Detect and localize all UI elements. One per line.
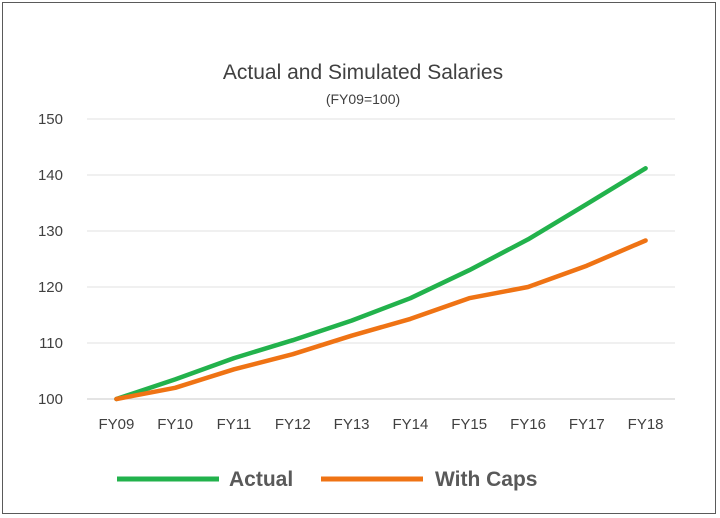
x-tick-label: FY17 (569, 416, 605, 433)
series-line-actual (114, 166, 648, 402)
y-tick-label: 140 (38, 167, 63, 184)
gridlines (87, 118, 675, 400)
legend-label: With Caps (435, 468, 537, 491)
y-tick-label: 150 (38, 111, 63, 128)
x-tick-label: FY18 (628, 416, 664, 433)
x-tick-label: FY11 (217, 416, 252, 433)
x-tick-label: FY10 (157, 416, 193, 433)
y-tick-label: 110 (39, 335, 63, 352)
legend: Actual With Caps (117, 468, 537, 491)
x-tick-label: FY12 (275, 416, 311, 433)
y-tick-label: 100 (38, 391, 63, 408)
series-line-with-caps (114, 238, 648, 402)
legend-label: Actual (229, 468, 293, 491)
series-lines (114, 166, 648, 402)
y-tick-label: 130 (38, 223, 63, 240)
x-tick-label: FY14 (392, 416, 428, 433)
x-tick-label: FY15 (451, 416, 487, 433)
y-axis-ticks: 100 110 120 130 140 150 (38, 111, 63, 408)
y-tick-label: 120 (38, 279, 63, 296)
x-tick-label: FY09 (98, 416, 134, 433)
x-tick-label: FY13 (334, 416, 370, 433)
chart-subtitle: (FY09=100) (326, 91, 400, 107)
x-tick-label: FY16 (510, 416, 546, 433)
chart-title: Actual and Simulated Salaries (223, 61, 503, 84)
line-chart: Actual and Simulated Salaries (FY09=100)… (38, 61, 675, 491)
x-axis-ticks: FY09 FY10 FY11 FY12 FY13 FY14 FY15 FY16 FY17 FY18 (98, 416, 663, 433)
